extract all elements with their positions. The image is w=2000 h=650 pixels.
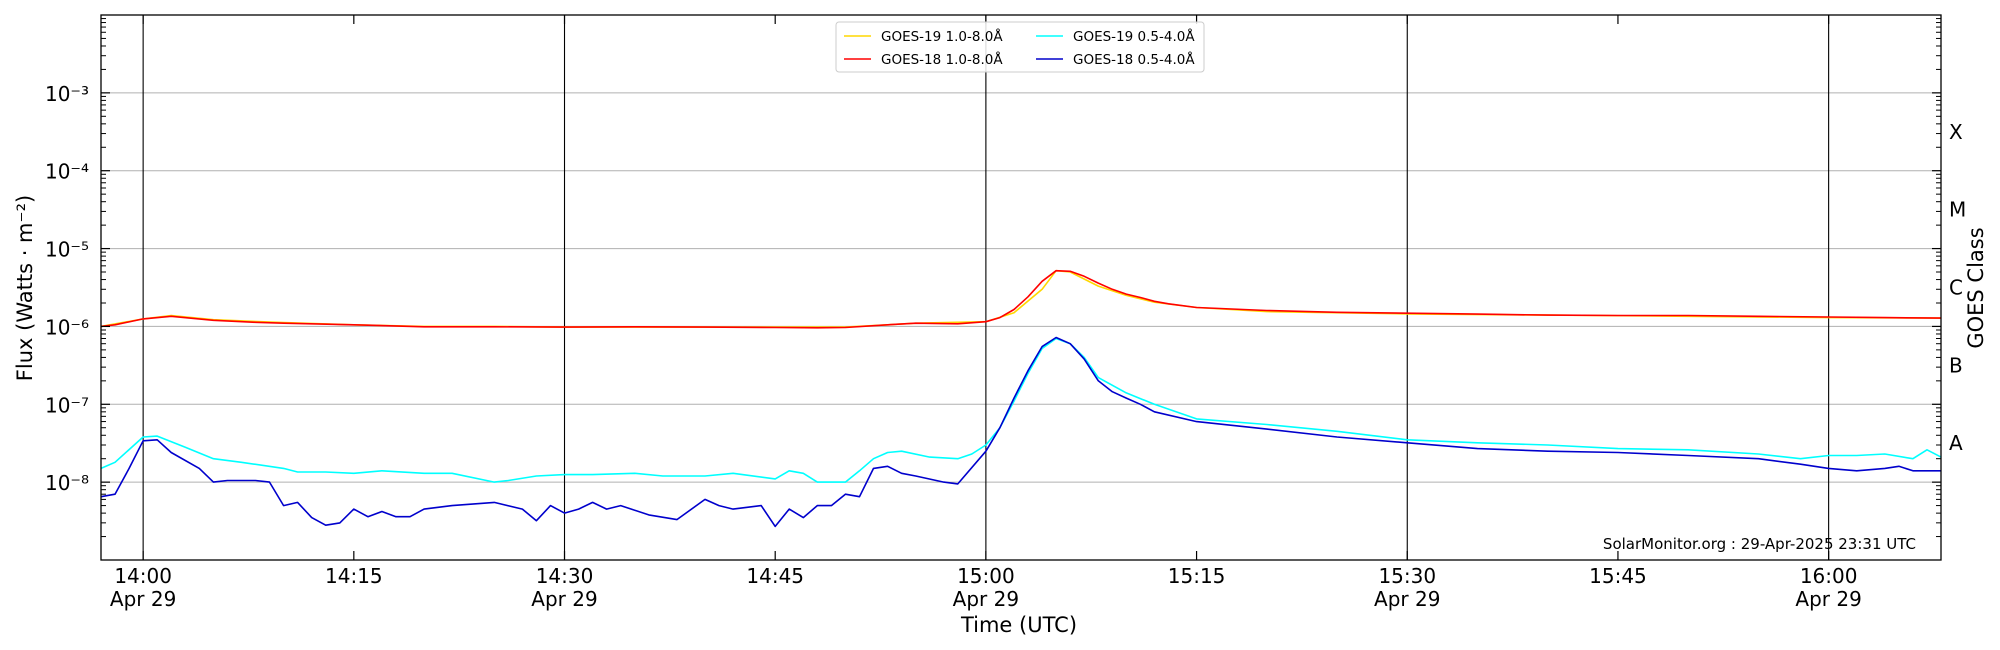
series-goes18-short bbox=[100, 336, 1941, 528]
y-tick-label: 10⁻⁵ bbox=[45, 238, 89, 262]
goes-class-b: B bbox=[1949, 353, 1963, 377]
x-tick-label: 15:00 bbox=[957, 564, 1015, 588]
series-lines bbox=[100, 269, 1942, 528]
x-tick-label: 16:00 bbox=[1800, 564, 1858, 588]
legend-label-goes19-short: GOES-19 0.5-4.0Å bbox=[1073, 28, 1195, 45]
credit-text: SolarMonitor.org : 29-Apr-2025 23:31 UTC bbox=[1603, 535, 1916, 553]
x-tick-sublabel: Apr 29 bbox=[953, 587, 1019, 611]
x-tick-sublabel: Apr 29 bbox=[1795, 587, 1861, 611]
goes-class-a: A bbox=[1949, 431, 1963, 455]
x-axis-title: Time (UTC) bbox=[960, 613, 1077, 637]
x-tick-sublabel: Apr 29 bbox=[110, 587, 176, 611]
y-tick-label: 10⁻⁷ bbox=[45, 393, 89, 417]
legend-box bbox=[835, 21, 1205, 73]
plot-frame bbox=[100, 14, 1942, 561]
y-axis-tick-labels: 10⁻⁸ 10⁻⁷ 10⁻⁶ 10⁻⁵ 10⁻⁴ 10⁻³ bbox=[45, 82, 89, 495]
y-tick-label: 10⁻³ bbox=[45, 82, 89, 106]
y-tick-label: 10⁻⁶ bbox=[45, 315, 89, 339]
legend-label-goes18-long: GOES-18 1.0-8.0Å bbox=[881, 51, 1003, 68]
right-axis-title: GOES Class bbox=[1964, 227, 1988, 348]
x-tick-label: 15:15 bbox=[1168, 564, 1226, 588]
x-tick-label: 14:30 bbox=[536, 564, 594, 588]
series-goes19-short bbox=[100, 337, 1942, 483]
legend-label-goes18-short: GOES-18 0.5-4.0Å bbox=[1073, 51, 1195, 68]
x-tick-label: 14:45 bbox=[746, 564, 804, 588]
y-tick-label: 10⁻⁴ bbox=[45, 160, 89, 184]
y-tick-label: 10⁻⁸ bbox=[45, 471, 89, 495]
x-tick-label: 15:30 bbox=[1378, 564, 1436, 588]
legend: GOES-19 1.0-8.0Å GOES-18 1.0-8.0Å GOES-1… bbox=[835, 21, 1205, 73]
legend-label-goes19-long: GOES-19 1.0-8.0Å bbox=[881, 28, 1003, 45]
x-tick-label: 15:45 bbox=[1589, 564, 1647, 588]
series-goes18-long bbox=[100, 269, 1942, 329]
goes-class-m: M bbox=[1949, 198, 1966, 222]
x-tick-sublabel: Apr 29 bbox=[531, 587, 597, 611]
goes-class-c: C bbox=[1949, 276, 1963, 300]
goes-class-labels: A B C M X bbox=[1949, 120, 1966, 455]
goes-class-x: X bbox=[1949, 120, 1963, 144]
x-tick-sublabel: Apr 29 bbox=[1374, 587, 1440, 611]
axis-ticks bbox=[101, 15, 1941, 560]
y-axis-title: Flux (Watts · m⁻²) bbox=[13, 195, 37, 381]
x-tick-label: 14:15 bbox=[325, 564, 383, 588]
x-tick-label: 14:00 bbox=[114, 564, 172, 588]
